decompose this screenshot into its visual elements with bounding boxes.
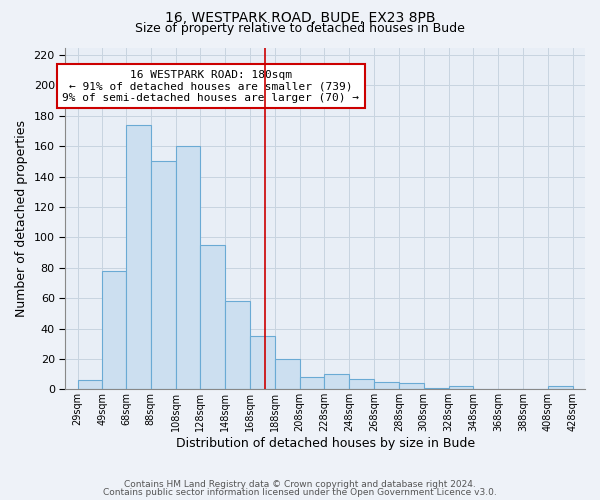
Bar xyxy=(176,146,200,390)
Text: Contains public sector information licensed under the Open Government Licence v3: Contains public sector information licen… xyxy=(103,488,497,497)
Text: Size of property relative to detached houses in Bude: Size of property relative to detached ho… xyxy=(135,22,465,35)
X-axis label: Distribution of detached houses by size in Bude: Distribution of detached houses by size … xyxy=(176,437,475,450)
Bar xyxy=(103,271,126,390)
Text: 16, WESTPARK ROAD, BUDE, EX23 8PB: 16, WESTPARK ROAD, BUDE, EX23 8PB xyxy=(165,11,435,25)
Text: Contains HM Land Registry data © Crown copyright and database right 2024.: Contains HM Land Registry data © Crown c… xyxy=(124,480,476,489)
Bar xyxy=(449,386,473,390)
Bar xyxy=(325,374,349,390)
Bar xyxy=(250,336,275,390)
Bar xyxy=(374,382,399,390)
Bar xyxy=(151,162,176,390)
Bar xyxy=(225,301,250,390)
Bar xyxy=(399,383,424,390)
Text: 16 WESTPARK ROAD: 180sqm
← 91% of detached houses are smaller (739)
9% of semi-d: 16 WESTPARK ROAD: 180sqm ← 91% of detach… xyxy=(62,70,359,103)
Bar xyxy=(275,359,299,390)
Bar xyxy=(349,378,374,390)
Bar xyxy=(126,125,151,390)
Y-axis label: Number of detached properties: Number of detached properties xyxy=(15,120,28,317)
Bar xyxy=(299,377,325,390)
Bar xyxy=(424,388,449,390)
Bar xyxy=(548,386,572,390)
Bar xyxy=(200,245,225,390)
Bar xyxy=(77,380,103,390)
